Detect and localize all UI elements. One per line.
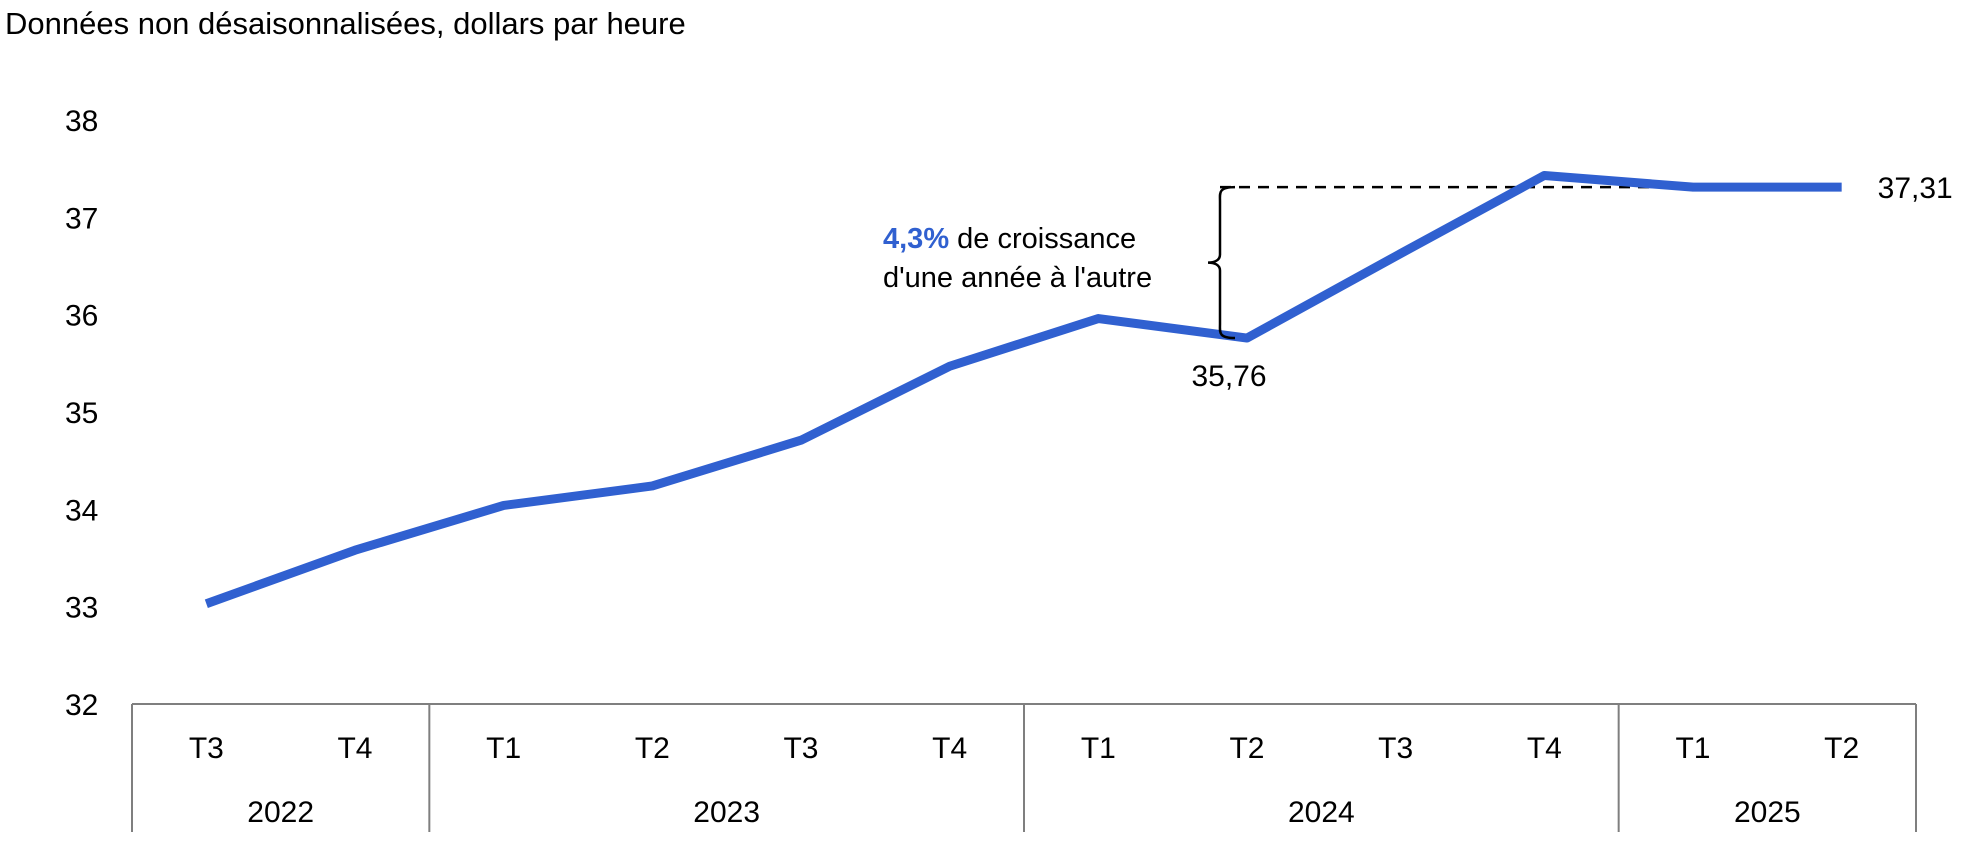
y-tick-label: 37 <box>65 202 98 235</box>
x-tick-label: T3 <box>783 732 818 765</box>
annotation-text-1: de croissance <box>949 223 1136 255</box>
x-tick-label: T3 <box>1378 732 1413 765</box>
y-tick-label: 34 <box>65 494 98 527</box>
annotation-line-2: d'une année à l'autre <box>883 262 1152 294</box>
x-tick-label: T1 <box>1081 732 1116 765</box>
data-label-last: 37,31 <box>1878 172 1953 205</box>
y-tick-label: 38 <box>65 105 98 138</box>
x-year-label: 2024 <box>1288 796 1355 829</box>
data-label-low: 35,76 <box>1191 360 1266 393</box>
x-tick-label: T1 <box>1675 732 1710 765</box>
x-year-label: 2023 <box>693 796 760 829</box>
y-tick-label: 35 <box>65 397 98 430</box>
series-line <box>204 170 1842 608</box>
y-tick-label: 36 <box>65 300 98 333</box>
y-tick-label: 33 <box>65 592 98 625</box>
growth-bracket <box>1207 185 1236 340</box>
x-axis: T3 T4 T1 T2 T3 T4 T1 T2 T3 T4 T1 T2 2022 2023 2024 2025 <box>131 703 1917 832</box>
plot-area: 35,76 37,31 <box>204 170 1953 608</box>
chart-subtitle: Données non désaisonnalisées, dollars pa… <box>5 6 686 41</box>
x-tick-label: T4 <box>1527 732 1562 765</box>
x-tick-label: T4 <box>932 732 967 765</box>
x-tick-label: T3 <box>189 732 224 765</box>
x-tick-label: T2 <box>1229 732 1264 765</box>
x-year-label: 2022 <box>247 796 314 829</box>
y-axis: 32 33 34 35 36 37 38 <box>65 105 98 722</box>
x-year-label: 2025 <box>1734 796 1801 829</box>
y-tick-label: 32 <box>65 689 98 722</box>
x-tick-label: T1 <box>486 732 521 765</box>
growth-annotation: 4,3% de croissance d'une année à l'autre <box>883 223 1152 294</box>
x-tick-label: T2 <box>1824 732 1859 765</box>
growth-percentage: 4,3% <box>883 223 949 255</box>
x-tick-label: T2 <box>635 732 670 765</box>
x-tick-label: T4 <box>337 732 372 765</box>
annotation-line-1: 4,3% de croissance <box>883 223 1136 255</box>
